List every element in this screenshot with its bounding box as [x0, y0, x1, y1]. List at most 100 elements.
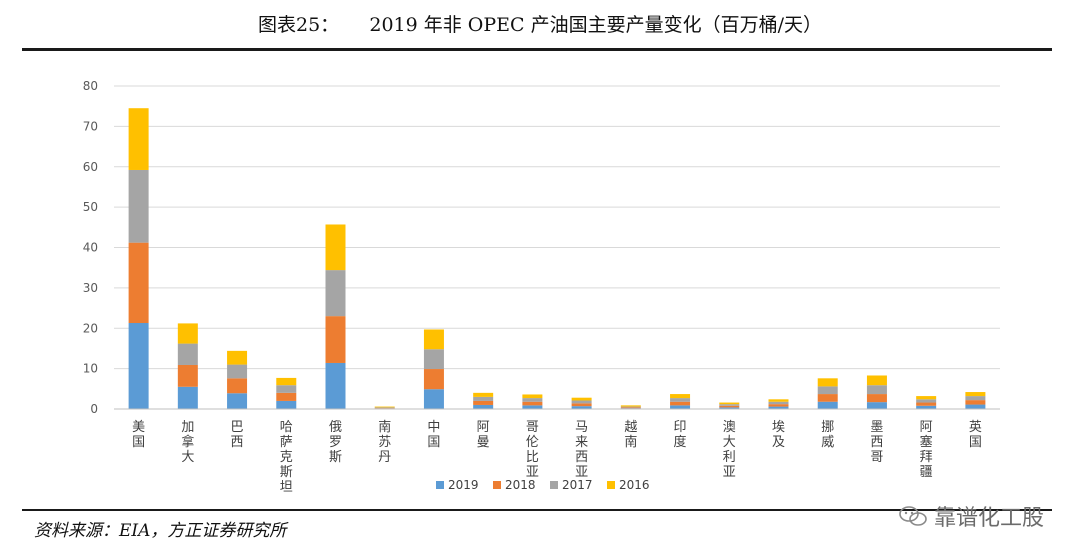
- bar-segment-2016: [522, 394, 543, 399]
- legend-swatch-2019: [436, 481, 444, 489]
- x-category-label: 俄罗斯: [329, 420, 342, 465]
- bar-segment-2016: [325, 224, 346, 271]
- stacked-bar-chart: 0 10 20 30 40 50 60 70 80 美国 加拿大 巴西 哈萨克斯坦 俄罗斯 南苏丹 中国 阿曼…: [83, 79, 1000, 495]
- x-category-label: 埃及: [772, 420, 785, 450]
- y-tick-label: 20: [83, 321, 98, 335]
- bar-segment-2017: [276, 385, 297, 393]
- bar-segment-2018: [768, 404, 789, 407]
- bar-segment-2018: [916, 402, 937, 406]
- bar-segment-2016: [423, 329, 444, 350]
- x-category-label: 哥伦比亚: [526, 420, 539, 480]
- bar-segment-2016: [916, 396, 937, 400]
- bar-segment-2017: [128, 169, 149, 243]
- legend: 2019 2018 2017 2016: [436, 478, 650, 492]
- bar-segment-2018: [670, 401, 691, 406]
- x-category-label: 墨西哥: [870, 420, 883, 465]
- bar-segment-2016: [965, 392, 986, 397]
- y-tick-label: 30: [83, 281, 98, 295]
- y-tick-label: 40: [83, 241, 98, 255]
- bar-segment-2017: [768, 401, 789, 405]
- x-category-label: 阿曼: [477, 420, 490, 450]
- legend-label-2016: 2016: [619, 478, 650, 492]
- bar-segment-2019: [571, 406, 592, 409]
- x-axis: 美国 加拿大 巴西 哈萨克斯坦 俄罗斯 南苏丹 中国 阿曼 哥伦比亚 马来西亚 越南 印度 澳大利亚 埃及…: [114, 408, 1000, 495]
- bar-segment-2016: [866, 375, 887, 386]
- bar-segment-2016: [276, 377, 297, 386]
- bar-segment-2016: [620, 405, 641, 407]
- x-category-label: 阿塞拜疆: [920, 420, 933, 480]
- bottom-rule: [22, 509, 1052, 511]
- bar-segment-2016: [177, 323, 198, 344]
- bar-segment-2017: [965, 396, 986, 401]
- x-category-label: 哈萨克斯坦: [280, 420, 293, 495]
- bar-segment-2018: [522, 401, 543, 406]
- legend-label-2017: 2017: [562, 478, 593, 492]
- y-tick-label: 60: [83, 160, 98, 174]
- x-category-label: 加拿大: [181, 420, 194, 465]
- bar-segment-2016: [768, 399, 789, 402]
- y-tick-label: 70: [83, 119, 98, 133]
- bar-segment-2017: [817, 386, 838, 395]
- y-tick-label: 50: [83, 200, 98, 214]
- bar-segment-2018: [965, 400, 986, 405]
- bar-segment-2017: [374, 407, 395, 409]
- legend-swatch-2018: [493, 481, 501, 489]
- x-category-label: 挪威: [821, 420, 834, 450]
- bar-segment-2018: [719, 405, 740, 408]
- bar-segment-2018: [227, 378, 248, 394]
- x-category-label: 巴西: [231, 420, 244, 450]
- bar-segment-2018: [620, 407, 641, 409]
- bar-segment-2019: [866, 402, 887, 409]
- bar-segment-2019: [916, 405, 937, 409]
- bar-segment-2017: [423, 349, 444, 370]
- bar-segment-2016: [670, 394, 691, 399]
- figure-title: 图表25： 2019 年非 OPEC 产油国主要产量变化（百万桶/天）: [257, 14, 823, 36]
- bar-segment-2016: [719, 402, 740, 405]
- bar-segment-2019: [768, 406, 789, 409]
- bar-segment-2016: [128, 108, 149, 170]
- bar-segment-2019: [670, 405, 691, 409]
- bar-segment-2019: [965, 404, 986, 409]
- bar-segment-2018: [128, 242, 149, 324]
- watermark: 靠谱化工股: [898, 500, 1044, 532]
- bar-segment-2019: [817, 401, 838, 409]
- bar-segment-2018: [276, 392, 297, 401]
- bar-segment-2018: [817, 394, 838, 402]
- top-rule: [22, 48, 1052, 51]
- legend-swatch-2017: [550, 481, 558, 489]
- legend-label-2018: 2018: [505, 478, 536, 492]
- wechat-icon: [899, 506, 927, 526]
- bar-segment-2019: [128, 323, 149, 409]
- bar-segment-2016: [817, 378, 838, 387]
- bar-segment-2018: [473, 400, 494, 405]
- bar-segment-2019: [473, 404, 494, 409]
- bar-segment-2016: [374, 406, 395, 408]
- x-category-label: 英国: [969, 420, 982, 450]
- bar-segment-2019: [227, 393, 248, 409]
- bar-segment-2018: [423, 369, 444, 390]
- bar-segment-2017: [473, 396, 494, 401]
- x-category-label: 美国: [132, 420, 145, 450]
- bar-segment-2019: [423, 389, 444, 409]
- legend-label-2019: 2019: [448, 478, 479, 492]
- bar-segment-2016: [571, 397, 592, 401]
- gridlines: [114, 85, 1000, 410]
- source-note: 资料来源：EIA，方正证券研究所: [34, 521, 287, 541]
- x-category-label: 南苏丹: [378, 419, 391, 465]
- bar-segment-2017: [916, 399, 937, 403]
- bar-segment-2019: [276, 400, 297, 409]
- bar-segment-2017: [571, 400, 592, 404]
- bar-segment-2017: [719, 404, 740, 406]
- bar-segment-2017: [620, 406, 641, 408]
- x-category-label: 印度: [674, 420, 687, 450]
- x-category-label: 澳大利亚: [723, 419, 736, 480]
- bar-segment-2018: [177, 364, 198, 387]
- x-category-label: 中国: [427, 420, 440, 450]
- y-axis: 0 10 20 30 40 50 60 70 80: [83, 79, 98, 416]
- x-category-label: 马来西亚: [575, 420, 588, 480]
- bar-segment-2017: [522, 398, 543, 402]
- y-tick-label: 80: [83, 79, 98, 93]
- bar-segment-2017: [227, 364, 248, 379]
- bar-segment-2016: [227, 350, 248, 365]
- bar-segment-2017: [325, 270, 346, 317]
